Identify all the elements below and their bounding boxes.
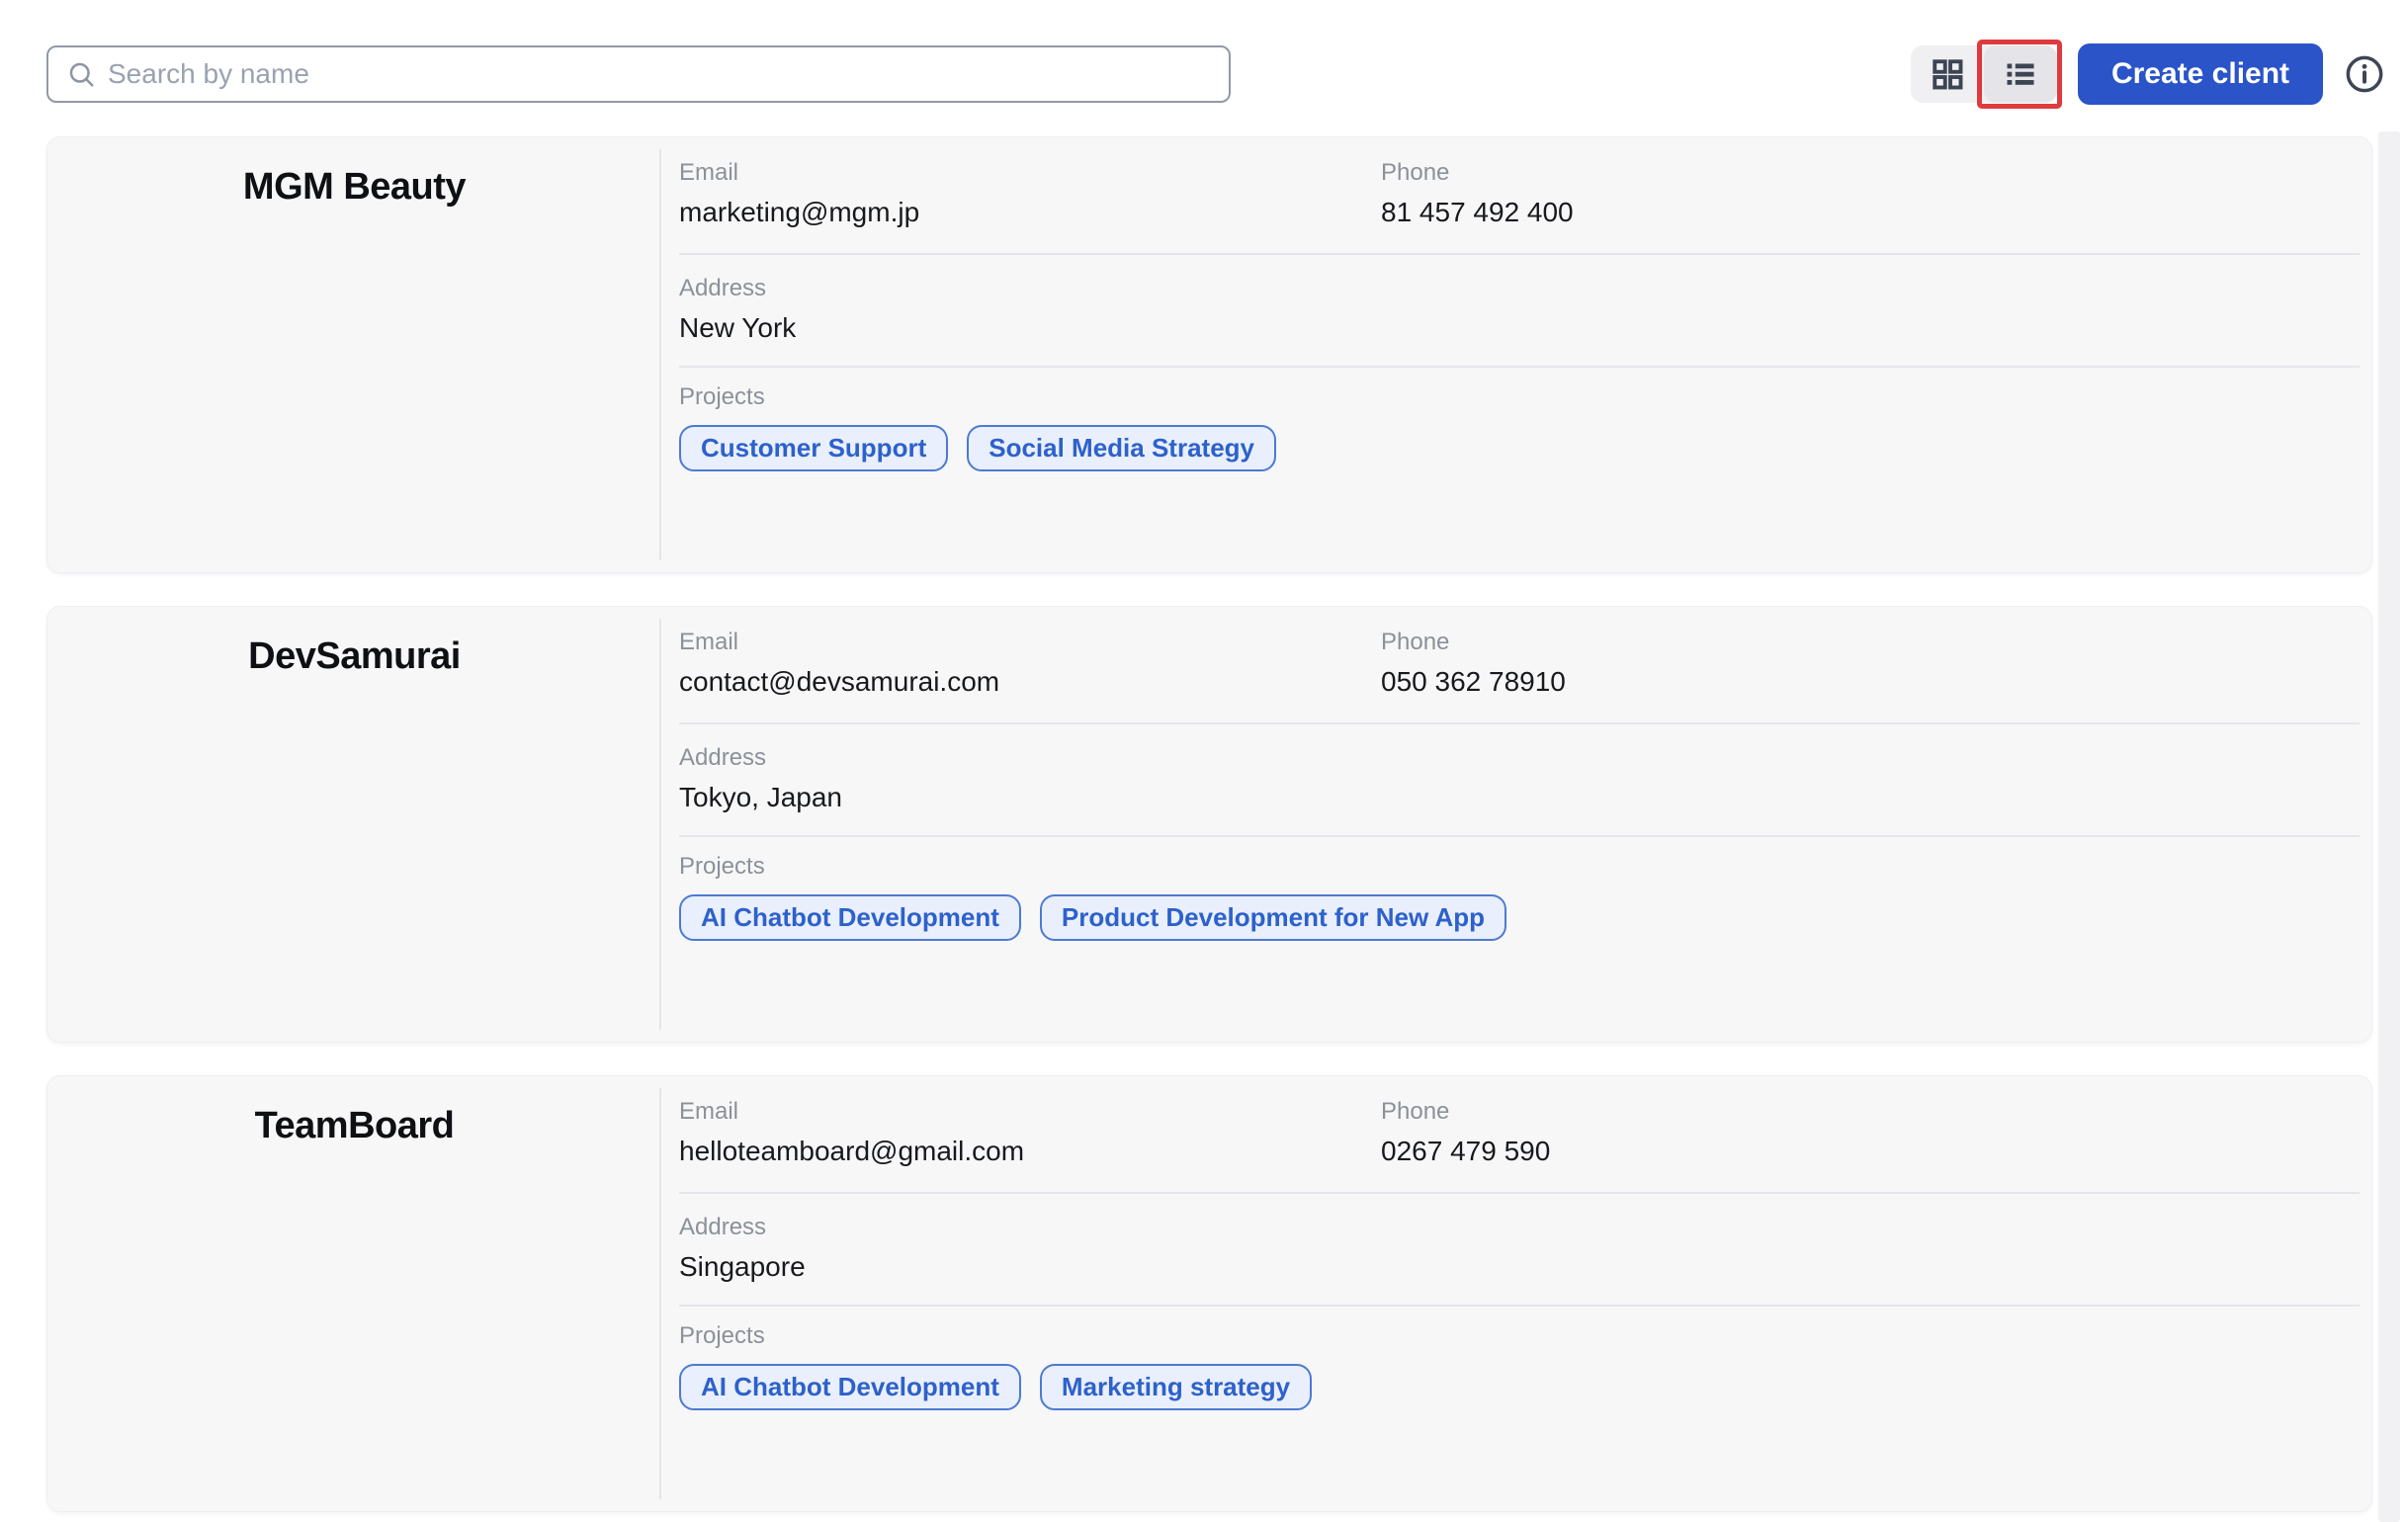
address-field: Address Singapore bbox=[679, 1194, 2360, 1307]
client-name-panel: TeamBoard bbox=[47, 1076, 661, 1511]
address-label: Address bbox=[679, 275, 767, 301]
address-field: Address Tokyo, Japan bbox=[679, 724, 2360, 837]
address-field: Address New York bbox=[679, 255, 2360, 368]
email-label: Email bbox=[679, 629, 739, 655]
email-label: Email bbox=[679, 159, 739, 186]
info-icon bbox=[2345, 54, 2384, 94]
scrollbar[interactable] bbox=[2378, 131, 2400, 1522]
projects-label: Projects bbox=[679, 853, 765, 880]
client-name: DevSamurai bbox=[248, 635, 461, 677]
project-chip[interactable]: Product Development for New App bbox=[1039, 894, 1506, 941]
list-view-button[interactable] bbox=[1984, 45, 2057, 103]
projects-label: Projects bbox=[679, 383, 765, 410]
phone-label: Phone bbox=[1381, 1098, 1450, 1125]
email-value: marketing@mgm.jp bbox=[679, 197, 920, 227]
email-field: Email contact@devsamurai.com bbox=[679, 629, 1381, 722]
client-details-panel: Email contact@devsamurai.com Phone 050 3… bbox=[661, 607, 2371, 1042]
contact-row: Email helloteamboard@gmail.com Phone 026… bbox=[679, 1076, 2360, 1194]
email-value: helloteamboard@gmail.com bbox=[679, 1136, 1025, 1166]
search-input[interactable] bbox=[108, 58, 1211, 90]
project-chip[interactable]: Customer Support bbox=[679, 425, 949, 471]
phone-field: Phone 81 457 492 400 bbox=[1381, 159, 2360, 253]
email-label: Email bbox=[679, 1098, 739, 1125]
project-chip[interactable]: Marketing strategy bbox=[1039, 1364, 1313, 1410]
address-value: Singapore bbox=[679, 1251, 806, 1282]
project-chip[interactable]: AI Chatbot Development bbox=[679, 1364, 1021, 1410]
projects-label: Projects bbox=[679, 1322, 765, 1349]
list-view-icon bbox=[2003, 56, 2038, 92]
projects-field: Projects AI Chatbot Development Product … bbox=[679, 837, 2360, 941]
phone-field: Phone 0267 479 590 bbox=[1381, 1098, 2360, 1192]
client-list: MGM Beauty Email marketing@mgm.jp Phone … bbox=[46, 136, 2372, 1512]
toolbar: Create client bbox=[46, 40, 2384, 109]
client-name-panel: MGM Beauty bbox=[47, 137, 661, 572]
create-client-button[interactable]: Create client bbox=[2078, 43, 2323, 105]
address-value: Tokyo, Japan bbox=[679, 782, 842, 812]
contact-row: Email marketing@mgm.jp Phone 81 457 492 … bbox=[679, 137, 2360, 255]
phone-value: 050 362 78910 bbox=[1381, 666, 1566, 697]
contact-row: Email contact@devsamurai.com Phone 050 3… bbox=[679, 607, 2360, 724]
phone-label: Phone bbox=[1381, 159, 1450, 186]
project-chip[interactable]: AI Chatbot Development bbox=[679, 894, 1021, 941]
client-card[interactable]: TeamBoard Email helloteamboard@gmail.com… bbox=[46, 1075, 2372, 1512]
project-chip[interactable]: Social Media Strategy bbox=[967, 425, 1276, 471]
address-label: Address bbox=[679, 1214, 767, 1240]
phone-label: Phone bbox=[1381, 629, 1450, 655]
view-toggle bbox=[1911, 40, 2062, 109]
projects-field: Projects AI Chatbot Development Marketin… bbox=[679, 1307, 2360, 1410]
email-field: Email marketing@mgm.jp bbox=[679, 159, 1381, 253]
client-name: MGM Beauty bbox=[242, 166, 467, 208]
address-label: Address bbox=[679, 744, 767, 771]
phone-value: 0267 479 590 bbox=[1381, 1136, 1551, 1166]
grid-view-icon bbox=[1930, 56, 1965, 92]
search-icon bbox=[66, 59, 96, 89]
info-button[interactable] bbox=[2345, 54, 2384, 94]
address-value: New York bbox=[679, 312, 797, 343]
client-card[interactable]: DevSamurai Email contact@devsamurai.com … bbox=[46, 606, 2372, 1043]
client-details-panel: Email marketing@mgm.jp Phone 81 457 492 … bbox=[661, 137, 2371, 572]
client-card[interactable]: MGM Beauty Email marketing@mgm.jp Phone … bbox=[46, 136, 2372, 573]
projects-field: Projects Customer Support Social Media S… bbox=[679, 368, 2360, 471]
phone-value: 81 457 492 400 bbox=[1381, 197, 1574, 227]
toolbar-right-group: Create client bbox=[1911, 40, 2384, 109]
grid-view-button[interactable] bbox=[1911, 45, 1984, 103]
email-field: Email helloteamboard@gmail.com bbox=[679, 1098, 1381, 1192]
search-box[interactable] bbox=[46, 45, 1231, 103]
client-name: TeamBoard bbox=[254, 1105, 455, 1146]
phone-field: Phone 050 362 78910 bbox=[1381, 629, 2360, 722]
client-details-panel: Email helloteamboard@gmail.com Phone 026… bbox=[661, 1076, 2371, 1511]
email-value: contact@devsamurai.com bbox=[679, 666, 1000, 697]
client-name-panel: DevSamurai bbox=[47, 607, 661, 1042]
